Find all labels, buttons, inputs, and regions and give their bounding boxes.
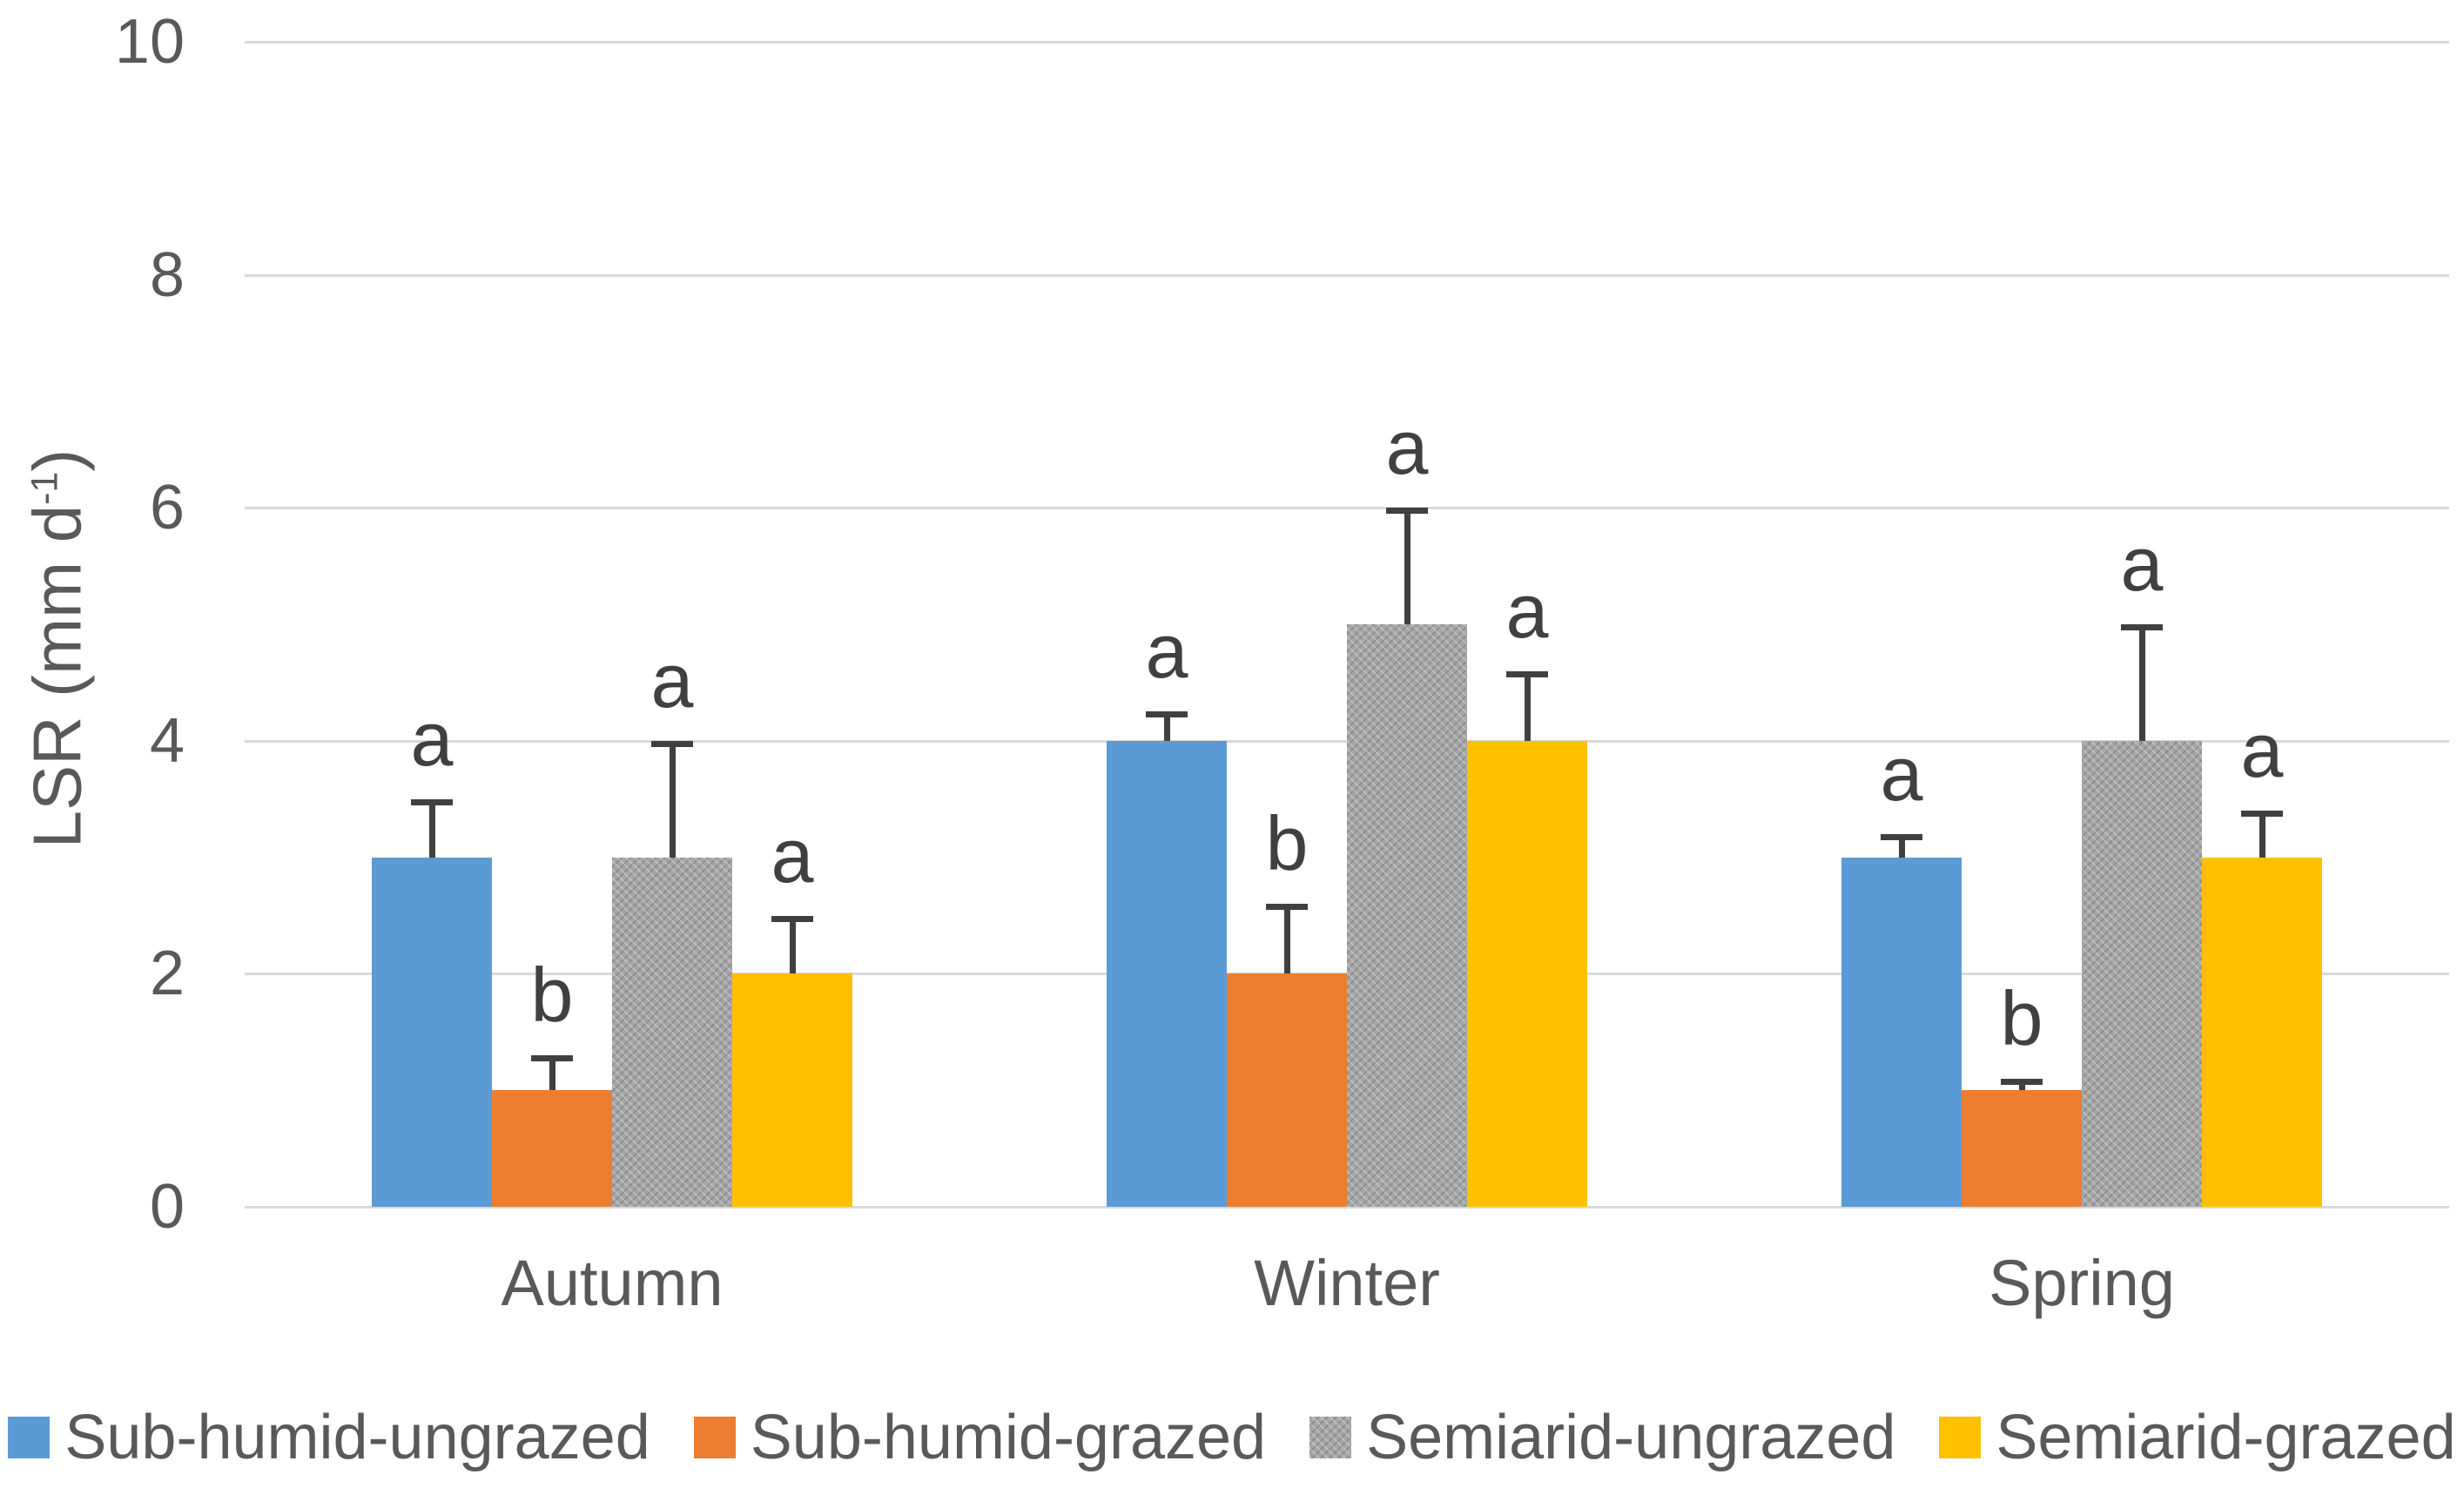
significance-letter-semiarid-ungrazed-winter: a	[1385, 404, 1429, 491]
error-bar-line-sub-humid-ungrazed-autumn	[428, 798, 435, 858]
bar-semiarid-ungrazed-autumn	[612, 857, 732, 1207]
significance-letter-sub-humid-ungrazed-autumn: a	[410, 695, 454, 782]
error-bar-line-semiarid-ungrazed-autumn	[669, 740, 676, 858]
x-category-label-spring: Spring	[1989, 1247, 2175, 1319]
error-bar-line-semiarid-grazed-winter	[1524, 670, 1531, 741]
error-bar-line-sub-humid-grazed-autumn	[549, 1055, 555, 1091]
error-bar-line-sub-humid-ungrazed-winter	[1163, 711, 1170, 741]
legend-marker-semiarid-ungrazed	[1309, 1417, 1352, 1458]
error-bar-line-semiarid-grazed-spring	[2259, 811, 2265, 858]
error-bar-cap-sub-humid-ungrazed-autumn	[411, 798, 453, 805]
error-bar-cap-sub-humid-ungrazed-winter	[1146, 711, 1188, 718]
legend-label-sub-humid-grazed: Sub-humid-grazed	[750, 1403, 1267, 1472]
error-bar-cap-sub-humid-grazed-winter	[1266, 904, 1308, 911]
y-tick-label-4: 4	[149, 705, 185, 776]
legend-marker-sub-humid-grazed	[693, 1417, 736, 1458]
bar-sub-humid-grazed-spring	[1962, 1090, 2082, 1207]
significance-letter-semiarid-grazed-autumn: a	[771, 811, 814, 899]
legend-label-semiarid-grazed: Semiarid-grazed	[1996, 1403, 2456, 1472]
significance-letter-semiarid-ungrazed-spring: a	[2120, 521, 2164, 607]
bar-semiarid-grazed-spring	[2202, 857, 2322, 1207]
legend-marker-semiarid-grazed	[1939, 1417, 1982, 1458]
x-category-label-winter: Winter	[1254, 1247, 1440, 1319]
bar-sub-humid-ungrazed-spring	[1841, 857, 1962, 1207]
y-axis-title-text: LSR (mm d	[18, 504, 96, 849]
significance-letter-sub-humid-ungrazed-spring: a	[1880, 730, 1923, 817]
legend-item-sub-humid-ungrazed: Sub-humid-ungrazed	[8, 1402, 650, 1473]
error-bar-cap-semiarid-grazed-winter	[1506, 670, 1548, 677]
error-bar-cap-sub-humid-grazed-autumn	[531, 1055, 573, 1062]
error-bar-cap-semiarid-ungrazed-winter	[1386, 508, 1428, 515]
error-bar-cap-semiarid-ungrazed-spring	[2121, 624, 2163, 630]
error-bar-line-semiarid-grazed-autumn	[789, 915, 796, 974]
error-bar-cap-semiarid-grazed-spring	[2241, 811, 2283, 818]
legend: Sub-humid-ungrazed Sub-humid-grazed Semiar…	[0, 1391, 2464, 1484]
gridline-y-10	[245, 41, 2449, 44]
legend-marker-sub-humid-ungrazed	[8, 1417, 50, 1458]
bar-semiarid-ungrazed-spring	[2082, 740, 2202, 1207]
error-bar-cap-sub-humid-grazed-spring	[2001, 1078, 2043, 1085]
error-bar-line-sub-humid-grazed-winter	[1283, 904, 1290, 974]
y-tick-label-2: 2	[149, 939, 185, 1009]
significance-letter-semiarid-ungrazed-autumn: a	[650, 636, 694, 724]
y-tick-label-8: 8	[149, 239, 185, 310]
significance-letter-sub-humid-grazed-spring: b	[2000, 974, 2043, 1061]
gridline-y-0	[245, 1206, 2449, 1209]
x-category-label-autumn: Autumn	[501, 1247, 724, 1319]
y-tick-label-6: 6	[149, 473, 185, 543]
y-tick-label-0: 0	[149, 1172, 185, 1242]
bar-sub-humid-grazed-winter	[1227, 973, 1347, 1207]
y-tick-label-10: 10	[114, 7, 185, 77]
bar-semiarid-grazed-winter	[1467, 740, 1587, 1207]
significance-letter-sub-humid-ungrazed-winter: a	[1145, 608, 1188, 695]
bar-sub-humid-ungrazed-autumn	[372, 857, 492, 1207]
significance-letter-sub-humid-grazed-winter: b	[1265, 800, 1309, 887]
error-bar-cap-semiarid-ungrazed-autumn	[651, 740, 693, 747]
legend-item-semiarid-ungrazed: Semiarid-ungrazed	[1309, 1402, 1895, 1473]
bar-sub-humid-ungrazed-winter	[1107, 740, 1227, 1207]
bar-semiarid-ungrazed-winter	[1347, 624, 1467, 1207]
legend-label-semiarid-ungrazed: Semiarid-ungrazed	[1366, 1403, 1896, 1472]
legend-item-sub-humid-grazed: Sub-humid-grazed	[693, 1402, 1267, 1473]
error-bar-cap-semiarid-grazed-autumn	[771, 915, 813, 922]
error-bar-line-semiarid-ungrazed-spring	[2138, 624, 2145, 741]
bar-semiarid-grazed-autumn	[732, 973, 852, 1207]
error-bar-line-semiarid-ungrazed-winter	[1404, 508, 1410, 624]
legend-item-semiarid-grazed: Semiarid-grazed	[1939, 1402, 2456, 1473]
gridline-y-8	[245, 273, 2449, 277]
error-bar-cap-sub-humid-ungrazed-spring	[1881, 833, 1922, 840]
bar-sub-humid-grazed-autumn	[492, 1090, 612, 1207]
legend-label-sub-humid-ungrazed: Sub-humid-ungrazed	[64, 1403, 650, 1472]
significance-letter-semiarid-grazed-winter: a	[1505, 567, 1549, 654]
error-bar-line-sub-humid-ungrazed-spring	[1898, 833, 1905, 858]
significance-letter-sub-humid-grazed-autumn: b	[530, 952, 574, 1039]
gridline-y-6	[245, 507, 2449, 510]
significance-letter-semiarid-grazed-spring: a	[2240, 707, 2284, 794]
